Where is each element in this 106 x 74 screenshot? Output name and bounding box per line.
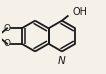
Text: O: O — [3, 24, 10, 33]
Text: OH: OH — [73, 7, 88, 17]
Text: N: N — [58, 56, 66, 66]
Text: O: O — [3, 39, 10, 48]
